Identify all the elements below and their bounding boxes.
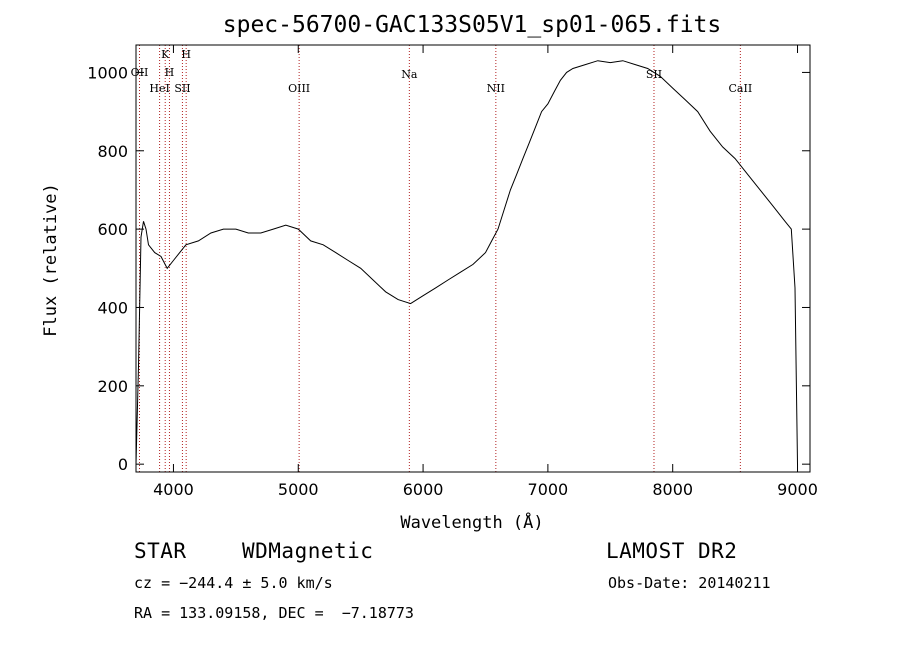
x-axis-label: Wavelength (Å) bbox=[400, 511, 543, 533]
line-label: H bbox=[181, 48, 191, 61]
axis-ticks: 4000 5000 6000 7000 8000 9000 0 200 400 600 800 100… bbox=[87, 45, 818, 499]
line-label: H bbox=[165, 66, 175, 79]
y-tick-label: 0 bbox=[118, 455, 128, 474]
line-label: SII bbox=[174, 82, 190, 95]
line-label: K bbox=[161, 48, 170, 61]
x-tick-label: 7000 bbox=[528, 480, 569, 499]
y-tick-label: 400 bbox=[97, 298, 128, 317]
x-tick-label: 8000 bbox=[652, 480, 693, 499]
y-tick-label: 800 bbox=[97, 142, 128, 161]
ra-dec: RA = 133.09158, DEC = −7.18773 bbox=[134, 604, 414, 622]
line-label: OIII bbox=[288, 82, 310, 95]
y-tick-label: 600 bbox=[97, 220, 128, 239]
line-label: SII bbox=[646, 68, 662, 81]
survey-label: LAMOST DR2 bbox=[606, 539, 738, 563]
y-axis-label: Flux (relative) bbox=[41, 183, 61, 337]
x-tick-label: 9000 bbox=[777, 480, 818, 499]
obs-date: Obs-Date: 20140211 bbox=[608, 574, 771, 592]
x-tick-label: 5000 bbox=[278, 480, 319, 499]
line-label: CaII bbox=[729, 82, 753, 95]
chart-title: spec-56700-GAC133S05V1_sp01-065.fits bbox=[223, 12, 722, 38]
plot-frame bbox=[135, 44, 811, 473]
spectrum-line bbox=[135, 60, 798, 465]
line-label: HeI bbox=[149, 82, 169, 95]
spectrum-chart: spec-56700-GAC133S05V1_sp01-065.fits OII… bbox=[41, 12, 818, 533]
y-tick-label: 200 bbox=[97, 377, 128, 396]
object-class: STAR bbox=[134, 539, 187, 563]
redshift-cz: cz = −244.4 ± 5.0 km/s bbox=[134, 574, 333, 592]
x-tick-label: 6000 bbox=[403, 480, 444, 499]
line-label: Na bbox=[401, 68, 418, 81]
y-tick-label: 1000 bbox=[87, 63, 128, 82]
line-label: NII bbox=[487, 82, 505, 95]
object-subclass: WDMagnetic bbox=[242, 539, 374, 563]
x-tick-label: 4000 bbox=[153, 480, 194, 499]
